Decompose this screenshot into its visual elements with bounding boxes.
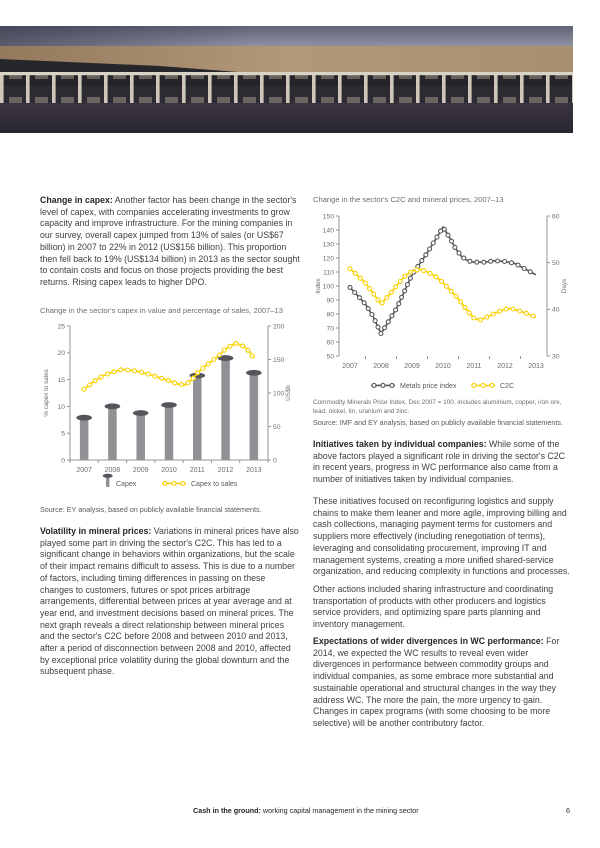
svg-text:200: 200 xyxy=(273,323,285,330)
svg-text:10: 10 xyxy=(57,404,65,411)
paragraph-these-initiatives: These initiatives focused on reconfiguri… xyxy=(313,496,573,578)
paragraph-lead: Volatility in mineral prices: xyxy=(40,526,152,536)
paragraph-expectations: Expectations of wider divergences in WC … xyxy=(313,636,573,730)
svg-text:2009: 2009 xyxy=(133,467,149,474)
svg-text:2009: 2009 xyxy=(404,363,420,370)
paragraph-text: For 2014, we expected the WC results to … xyxy=(313,636,560,728)
svg-text:60: 60 xyxy=(326,339,334,346)
page-number: 6 xyxy=(566,806,570,815)
footer-title: Cash in the ground: working capital mana… xyxy=(193,806,419,815)
svg-text:0: 0 xyxy=(61,457,65,464)
svg-text:90: 90 xyxy=(326,297,334,304)
capex-chart-source: Source: EY analysis, based on publicly a… xyxy=(40,505,262,514)
svg-text:100: 100 xyxy=(273,390,285,397)
svg-text:2013: 2013 xyxy=(528,363,544,370)
svg-text:2008: 2008 xyxy=(373,363,389,370)
paragraph-lead: Change in capex: xyxy=(40,195,113,205)
svg-text:2011: 2011 xyxy=(466,363,481,370)
svg-text:25: 25 xyxy=(57,323,65,330)
svg-text:150: 150 xyxy=(323,213,335,220)
paragraph-text: Variations in mineral prices have also p… xyxy=(40,526,299,677)
svg-text:80: 80 xyxy=(326,311,334,318)
svg-text:150: 150 xyxy=(273,357,285,364)
svg-text:2012: 2012 xyxy=(218,467,234,474)
svg-text:15: 15 xyxy=(57,377,65,384)
svg-text:130: 130 xyxy=(323,241,335,248)
svg-text:110: 110 xyxy=(323,269,334,276)
svg-text:50: 50 xyxy=(273,424,281,431)
capex-chart: 0 5 10 15 20 25 0 50 100 150 200 % capex to sales US… xyxy=(43,323,292,488)
paragraph-volatility: Volatility in mineral prices: Variations… xyxy=(40,526,300,678)
svg-text:50: 50 xyxy=(326,353,334,360)
svg-text:5: 5 xyxy=(61,431,65,438)
footer-title-rest: working capital management in the mining… xyxy=(260,806,419,815)
paragraph-text: While some of the above factors played a… xyxy=(313,439,566,485)
paragraph-change-in-capex: Change in capex: Another factor has been… xyxy=(40,195,300,289)
svg-text:US$b: US$b xyxy=(285,385,292,401)
svg-text:70: 70 xyxy=(326,325,334,332)
svg-text:2008: 2008 xyxy=(105,467,121,474)
paragraph-text: These initiatives focused on reconfiguri… xyxy=(313,496,570,577)
paragraph-other-actions: Other actions included sharing infrastru… xyxy=(313,584,573,631)
svg-text:C2C: C2C xyxy=(500,383,514,390)
c2c-chart-title: Change in the sector's C2C and mineral p… xyxy=(313,195,504,204)
svg-text:30: 30 xyxy=(552,353,560,360)
svg-text:60: 60 xyxy=(552,213,560,220)
svg-text:120: 120 xyxy=(323,255,335,262)
svg-text:2011: 2011 xyxy=(190,467,205,474)
svg-text:Metals price index: Metals price index xyxy=(400,383,457,390)
svg-text:100: 100 xyxy=(323,283,335,290)
c2c-chart-source: Source: IMF and EY analysis, based on pu… xyxy=(313,418,563,427)
paragraph-text: Another factor has been change in the se… xyxy=(40,195,300,287)
svg-text:2010: 2010 xyxy=(161,467,177,474)
svg-text:Index: Index xyxy=(315,277,322,293)
c2c-chart-footnote: Commodity Minerals Price Index, Dec 2007… xyxy=(313,399,562,415)
svg-text:% capex to sales: % capex to sales xyxy=(43,369,50,417)
svg-text:20: 20 xyxy=(57,350,65,357)
svg-text:50: 50 xyxy=(552,260,560,267)
svg-text:40: 40 xyxy=(552,307,560,314)
c2c-chart: 50 60 70 80 90 100 110 120 130 140 150 30 40 50 60 Inde… xyxy=(315,213,568,390)
svg-text:140: 140 xyxy=(323,227,335,234)
capex-chart-title: Change in the sector's capex in value an… xyxy=(40,306,283,315)
banner-photo xyxy=(0,26,573,133)
svg-text:2007: 2007 xyxy=(76,467,92,474)
svg-text:Capex to sales: Capex to sales xyxy=(191,481,238,488)
svg-text:Days: Days xyxy=(561,279,568,293)
paragraph-text: Other actions included sharing infrastru… xyxy=(313,584,554,630)
svg-text:2007: 2007 xyxy=(342,363,358,370)
paragraph-lead: Initiatives taken by individual companie… xyxy=(313,439,487,449)
footer-title-bold: Cash in the ground: xyxy=(193,806,261,815)
svg-text:2010: 2010 xyxy=(435,363,451,370)
paragraph-initiatives: Initiatives taken by individual companie… xyxy=(313,439,573,486)
svg-text:0: 0 xyxy=(273,457,277,464)
paragraph-lead: Expectations of wider divergences in WC … xyxy=(313,636,544,646)
svg-text:2012: 2012 xyxy=(497,363,513,370)
svg-text:Capex: Capex xyxy=(116,481,137,488)
svg-text:2013: 2013 xyxy=(246,467,262,474)
